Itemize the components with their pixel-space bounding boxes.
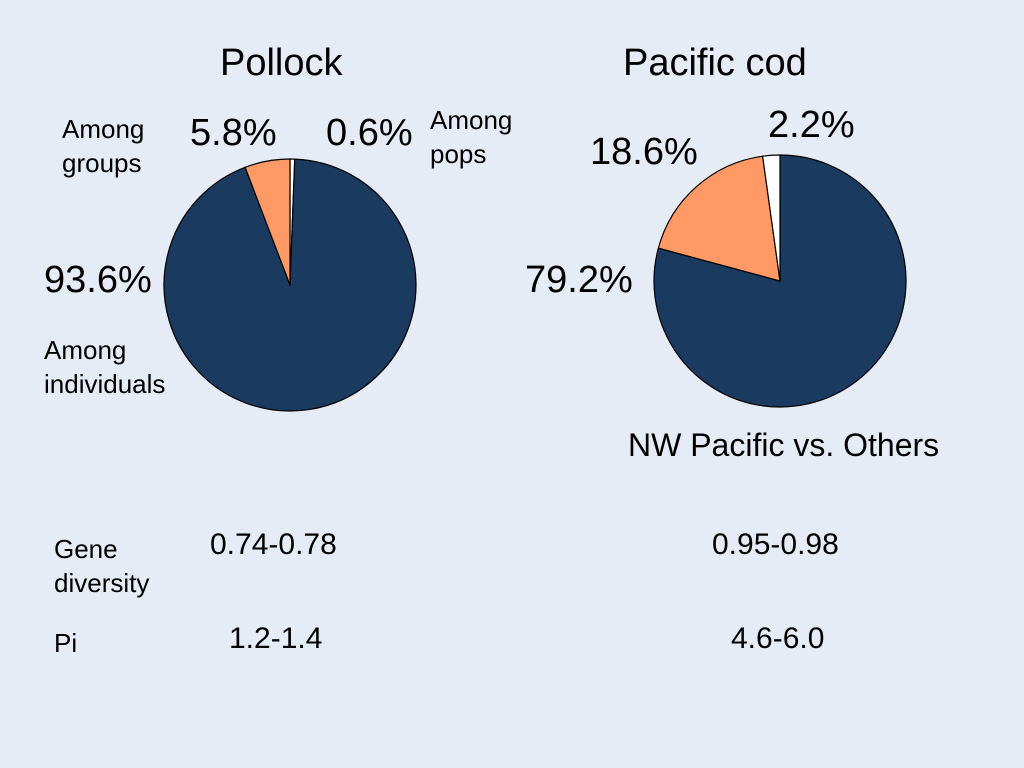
among-individuals-line-1: Among	[44, 335, 127, 365]
cod-18.6-value: 18.6%	[590, 131, 698, 173]
among-pops-line-1: Among	[430, 105, 513, 135]
cod-slice-2	[762, 154, 781, 282]
pi-label: Pi	[54, 628, 78, 658]
pollock-pie-chart	[163, 158, 417, 412]
cod-chart-subtitle: NW Pacific vs. Others	[628, 427, 940, 463]
cod-79.2-value: 79.2%	[525, 259, 633, 301]
among-pops-line-2: pops	[430, 139, 487, 169]
pollock-among-pops-value: 0.6%	[326, 112, 413, 154]
legend-label-among-pops: Among pops	[430, 103, 512, 171]
pollock-pi-value: 1.2-1.4	[229, 622, 323, 655]
legend-label-among-individuals: Among individuals	[44, 333, 165, 401]
pollock-among-individuals-value: 93.6%	[44, 259, 152, 301]
gene-diversity-label: Gene diversity	[54, 532, 149, 600]
pollock-chart-title: Pollock	[220, 42, 343, 84]
legend-label-among-groups: Among groups	[62, 112, 144, 180]
pollock-slice-2	[244, 158, 291, 286]
gene-diversity-line-2: diversity	[54, 568, 150, 598]
among-groups-line-1: Among	[62, 114, 145, 144]
cod-chart-title: Pacific cod	[623, 42, 807, 84]
cod-2.2-value: 2.2%	[768, 104, 855, 146]
cod-gene-diversity-value: 0.95-0.98	[712, 528, 839, 561]
among-individuals-line-2: individuals	[44, 369, 166, 399]
cod-slice-1	[657, 155, 781, 282]
among-groups-line-2: groups	[62, 148, 142, 178]
gene-diversity-line-1: Gene	[54, 534, 118, 564]
pollock-among-groups-value: 5.8%	[190, 112, 277, 154]
pollock-gene-diversity-value: 0.74-0.78	[210, 528, 337, 561]
cod-pi-value: 4.6-6.0	[731, 622, 825, 655]
cod-pie-chart	[653, 154, 907, 408]
